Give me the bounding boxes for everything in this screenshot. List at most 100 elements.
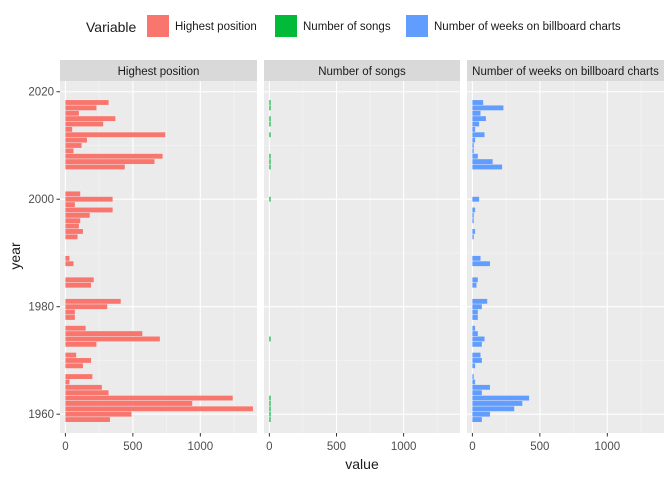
x-tick-label: 500 [530, 441, 549, 453]
bar [472, 374, 474, 379]
legend-label: Number of weeks on billboard charts [434, 21, 621, 33]
bar [472, 411, 490, 417]
bar [65, 116, 116, 122]
bar [269, 100, 271, 105]
legend-title: Variable [86, 19, 137, 35]
bar [472, 218, 474, 224]
x-tick-label: 0 [62, 441, 68, 453]
bar [472, 395, 530, 401]
bar [65, 100, 109, 105]
y-tick-label: 1980 [28, 302, 54, 314]
bar [65, 223, 79, 229]
x-tick-label: 0 [469, 441, 475, 453]
bar [472, 352, 481, 358]
bar [65, 137, 87, 143]
bar [65, 411, 132, 417]
bar [269, 132, 271, 138]
y-axis: 1960 1980 2000 2020 [28, 87, 60, 421]
bar [269, 336, 271, 342]
facet-strip [264, 60, 460, 81]
bar [65, 212, 90, 218]
bar [65, 202, 75, 208]
bar [472, 417, 482, 422]
bar [472, 110, 481, 116]
bar [472, 105, 504, 111]
bar [472, 100, 484, 105]
bar [269, 159, 271, 165]
y-tick-label: 2000 [28, 194, 54, 206]
bars-1 [65, 100, 253, 422]
bar [269, 401, 271, 406]
facet-strip-label: Number of songs [318, 66, 406, 78]
bar [65, 126, 73, 132]
bar [65, 336, 160, 342]
bar [269, 105, 271, 111]
bar [65, 325, 86, 331]
y-tick-label: 1960 [28, 409, 54, 421]
bar [269, 153, 271, 159]
bar [269, 196, 271, 202]
bar [472, 121, 480, 127]
bar [65, 315, 75, 320]
bar [472, 315, 478, 320]
bar [472, 277, 478, 283]
facet-strip-label: Highest position [118, 66, 200, 78]
bar [472, 282, 477, 288]
bar [65, 234, 78, 240]
bar [65, 132, 166, 138]
bar [65, 341, 97, 347]
facets: Highest position 0 500 1000 Number of songs 0… [60, 60, 664, 453]
bar [269, 395, 271, 401]
bar [472, 116, 486, 122]
bar [472, 336, 485, 342]
panel-background [264, 81, 460, 433]
bar [472, 390, 482, 396]
bar [65, 384, 102, 390]
x-tick-label: 1000 [188, 441, 214, 453]
bar [472, 406, 515, 412]
bar [65, 159, 155, 165]
bar [65, 110, 79, 116]
facet-strip [60, 60, 257, 81]
bar [65, 309, 75, 315]
bar [472, 341, 482, 347]
bar [65, 304, 108, 310]
legend-swatch [147, 15, 169, 37]
legend-item-3: Number of weeks on billboard charts [406, 15, 621, 37]
bar [472, 159, 493, 165]
legend: Variable Highest position Number of songs… [86, 15, 621, 37]
bar [65, 207, 113, 213]
bar [269, 116, 271, 122]
bar [472, 298, 488, 304]
bar [65, 255, 70, 261]
bar [472, 126, 476, 132]
bar [65, 261, 74, 267]
bar [65, 218, 81, 224]
bar [472, 148, 474, 154]
x-tick-label: 500 [327, 441, 346, 453]
bar [472, 309, 478, 315]
bar [65, 191, 81, 197]
bar [65, 363, 83, 369]
bar [65, 153, 163, 159]
bar [65, 352, 77, 358]
bar [269, 164, 271, 170]
legend-item-1: Highest position [147, 15, 257, 37]
bar [65, 282, 92, 288]
panel-background [60, 81, 257, 433]
bar [65, 406, 253, 412]
facet-strip-label: Number of weeks on billboard charts [472, 66, 659, 78]
legend-swatch [406, 15, 428, 37]
x-axis-label: value [345, 456, 379, 472]
facet-strip [467, 60, 664, 81]
bar [472, 331, 478, 336]
bar [65, 164, 125, 170]
bar [65, 374, 93, 379]
x-tick-label: 1000 [391, 441, 417, 453]
bar [472, 379, 476, 385]
bar [472, 384, 490, 390]
bar [65, 196, 113, 202]
legend-items: Highest position Number of songs Number of… [147, 15, 621, 37]
bar [65, 358, 92, 363]
bar [65, 143, 82, 148]
